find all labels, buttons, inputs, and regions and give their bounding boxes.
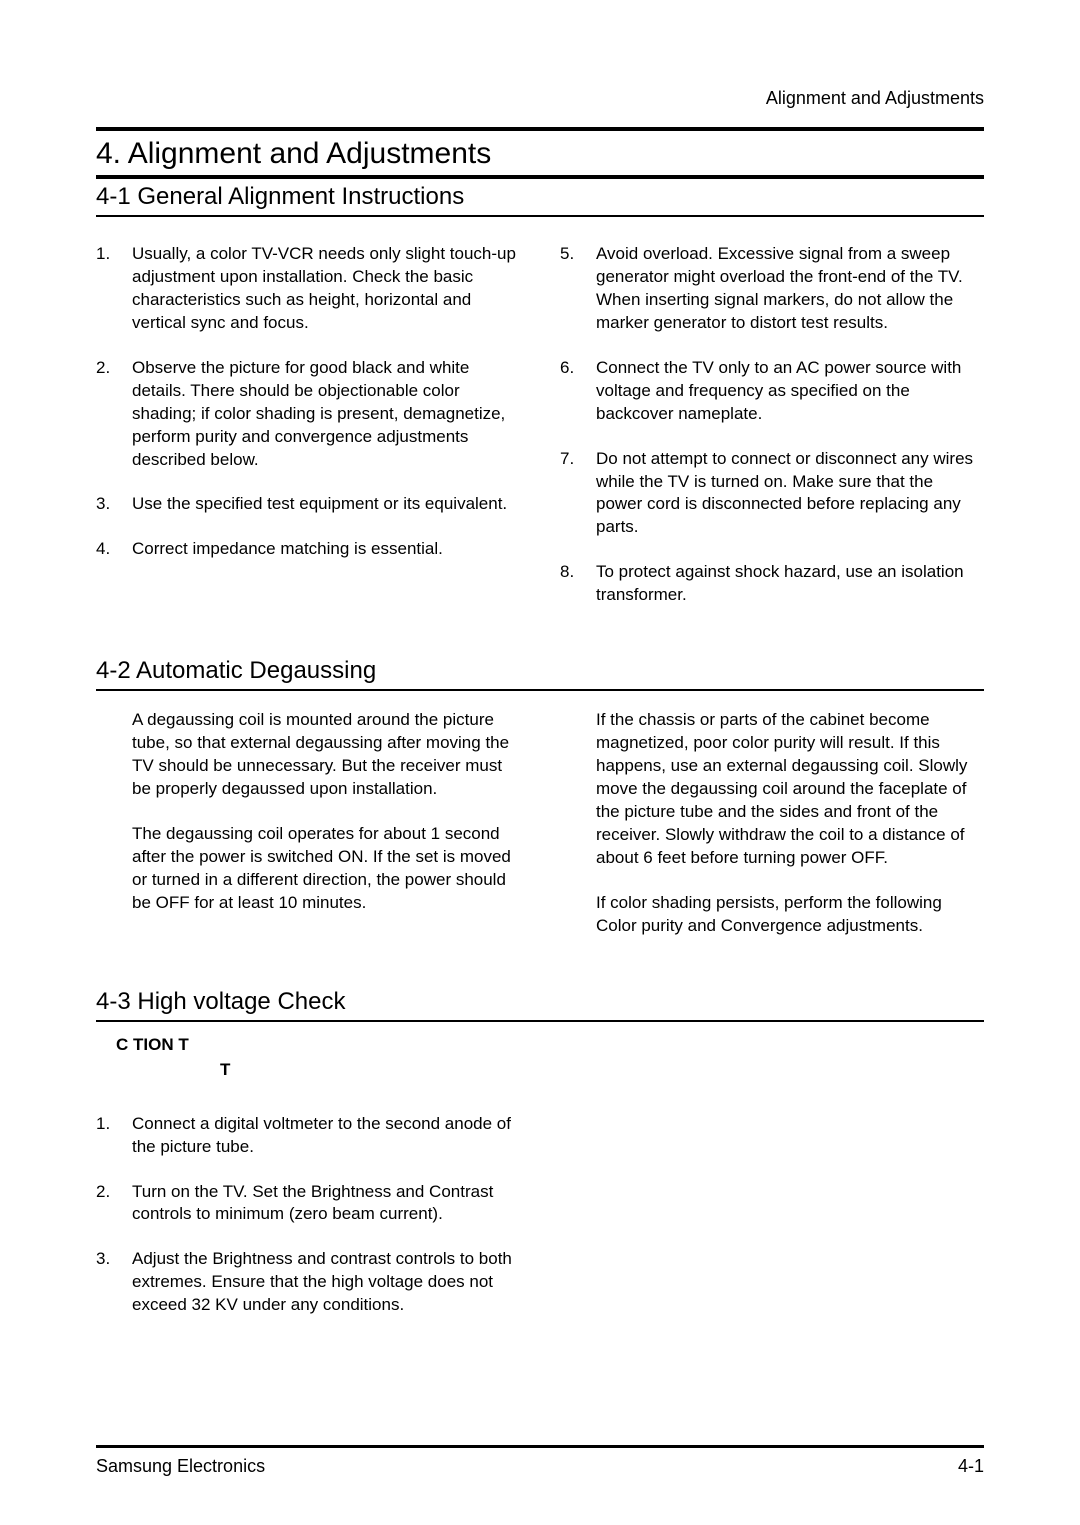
caution-line-2: T: [116, 1057, 984, 1083]
caution-line-1: C TION T: [116, 1032, 984, 1058]
list-item: Observe the picture for good black and w…: [96, 357, 520, 472]
section-4-1-left-list: Usually, a color TV-VCR needs only sligh…: [96, 243, 520, 561]
chapter-title: 4. Alignment and Adjustments: [96, 137, 984, 171]
section-4-1-left-col: Usually, a color TV-VCR needs only sligh…: [96, 243, 520, 629]
paragraph: If color shading persists, perform the f…: [560, 892, 984, 938]
list-item: Turn on the TV. Set the Brightness and C…: [96, 1181, 520, 1227]
list-item: To protect against shock hazard, use an …: [560, 561, 984, 607]
paragraph: If the chassis or parts of the cabinet b…: [560, 709, 984, 870]
running-title: Alignment and Adjustments: [96, 88, 984, 109]
section-4-2-right-col: If the chassis or parts of the cabinet b…: [560, 709, 984, 959]
section-4-3-right-col: [560, 1113, 984, 1340]
section-4-3-list: Connect a digital voltmeter to the secon…: [96, 1113, 520, 1318]
list-item: Correct impedance matching is essential.: [96, 538, 520, 561]
list-item: Connect the TV only to an AC power sourc…: [560, 357, 984, 426]
footer-right: 4-1: [958, 1456, 984, 1477]
section-4-1-right-list: Avoid overload. Excessive signal from a …: [560, 243, 984, 607]
rule-section-3: [96, 1020, 984, 1022]
section-4-2: 4-2 Automatic Degaussing A degaussing co…: [96, 657, 984, 959]
rule-chapter-bottom: [96, 175, 984, 179]
paragraph: A degaussing coil is mounted around the …: [96, 709, 520, 801]
list-item: Connect a digital voltmeter to the secon…: [96, 1113, 520, 1159]
rule-section-2: [96, 689, 984, 691]
footer-left: Samsung Electronics: [96, 1456, 265, 1477]
list-item: Do not attempt to connect or disconnect …: [560, 448, 984, 540]
list-item: Use the specified test equipment or its …: [96, 493, 520, 516]
section-4-2-left-col: A degaussing coil is mounted around the …: [96, 709, 520, 959]
section-4-1-body: Usually, a color TV-VCR needs only sligh…: [96, 243, 984, 629]
section-4-2-body: A degaussing coil is mounted around the …: [96, 709, 984, 959]
rule-section-1: [96, 215, 984, 217]
section-4-1-right-col: Avoid overload. Excessive signal from a …: [560, 243, 984, 629]
list-item: Avoid overload. Excessive signal from a …: [560, 243, 984, 335]
list-item: Adjust the Brightness and contrast contr…: [96, 1248, 520, 1317]
caution-block: C TION T T: [96, 1032, 984, 1083]
page-footer: Samsung Electronics 4-1: [96, 1445, 984, 1477]
section-4-3: 4-3 High voltage Check C TION T T Connec…: [96, 988, 984, 1340]
section-4-1-title: 4-1 General Alignment Instructions: [96, 183, 984, 211]
rule-footer: [96, 1445, 984, 1448]
footer-row: Samsung Electronics 4-1: [96, 1456, 984, 1477]
paragraph: The degaussing coil operates for about 1…: [96, 823, 520, 915]
section-4-3-title: 4-3 High voltage Check: [96, 988, 984, 1016]
list-item: Usually, a color TV-VCR needs only sligh…: [96, 243, 520, 335]
section-4-2-title: 4-2 Automatic Degaussing: [96, 657, 984, 685]
section-4-3-left-col: Connect a digital voltmeter to the secon…: [96, 1113, 520, 1340]
section-4-3-body: Connect a digital voltmeter to the secon…: [96, 1113, 984, 1340]
rule-top: [96, 127, 984, 131]
